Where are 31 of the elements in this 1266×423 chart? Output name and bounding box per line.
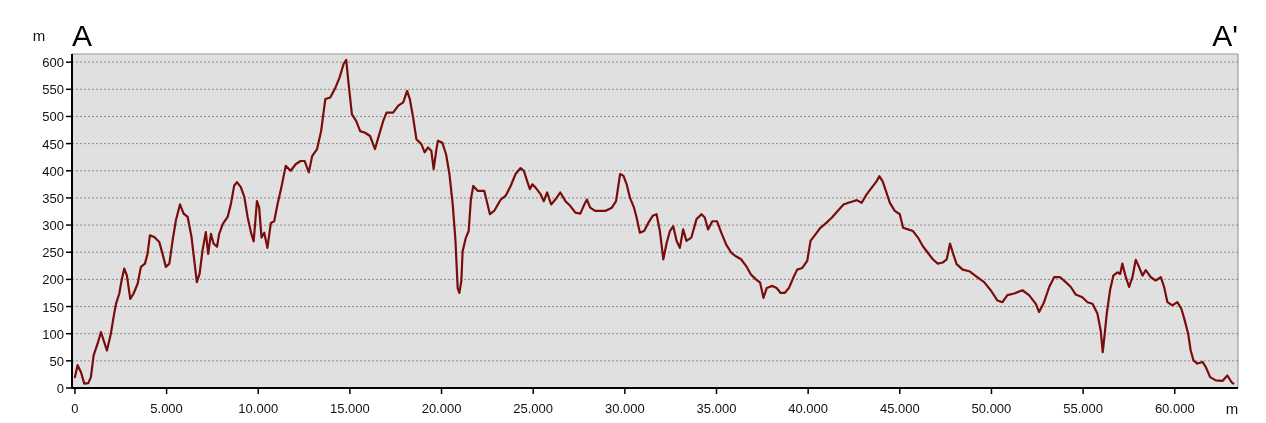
y-tick-label: 250 (42, 244, 64, 260)
x-tick-label: 15.000 (330, 400, 370, 416)
x-tick-label: 45.000 (879, 400, 920, 416)
y-tick-label: 450 (42, 136, 64, 152)
x-tick-label: 30.000 (604, 400, 645, 416)
x-tick-label: 40.000 (788, 400, 829, 416)
text: A' (1212, 19, 1238, 52)
y-tick-label: 150 (42, 299, 64, 315)
x-tick-label: 5.000 (150, 400, 183, 416)
x-axis-title: m (1225, 399, 1239, 417)
y-tick-label: 200 (42, 271, 64, 287)
line-series (73, 58, 1235, 385)
x-tick-label: 0 (71, 400, 79, 416)
x-tick-label: 55.000 (1063, 400, 1103, 416)
text: A (72, 19, 93, 52)
x-tick-label: 25.000 (513, 400, 554, 416)
x-tick-label: 60.000 (1154, 400, 1195, 416)
x-tick-label: 20.000 (421, 400, 462, 416)
x-tick-label: 10.000 (238, 400, 279, 416)
y-tick-label: 500 (42, 108, 64, 124)
y-tick-label: 300 (42, 217, 64, 233)
y-tick-label: 50 (49, 353, 64, 369)
y-axis-title: m (32, 26, 46, 44)
x-tick-label: 50.000 (971, 400, 1012, 416)
y-tick-label: 100 (42, 326, 64, 342)
y-tick-label: 350 (42, 190, 64, 206)
y-tick-label: 550 (42, 81, 64, 97)
y-tick-label: 600 (42, 54, 64, 70)
x-tick-label: 35.000 (696, 400, 737, 416)
y-tick-label: 0 (56, 380, 64, 396)
y-tick-label: 400 (42, 163, 64, 179)
